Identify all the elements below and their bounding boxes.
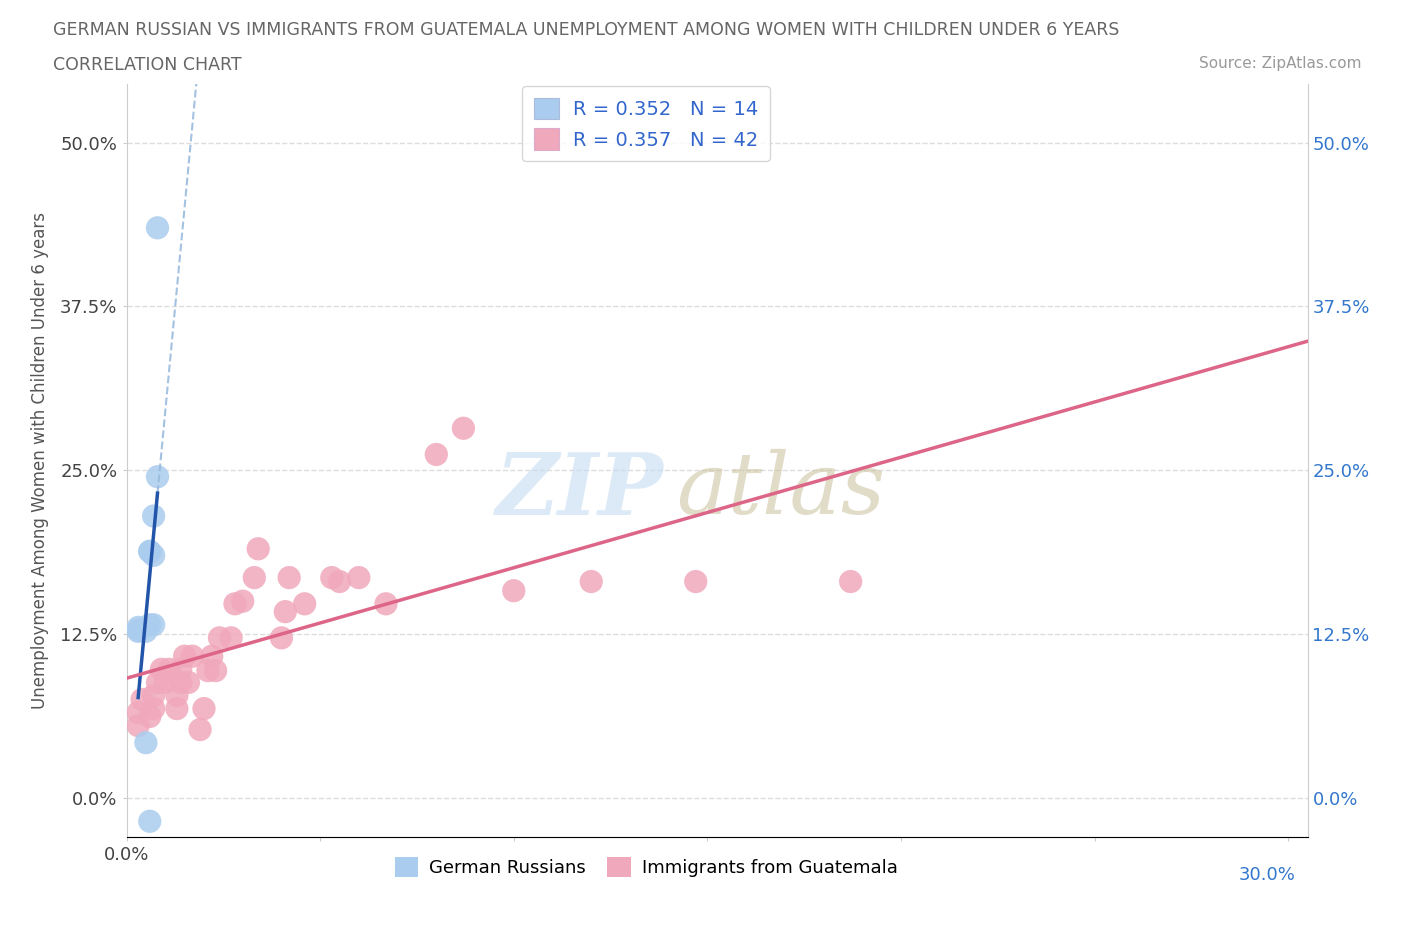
Point <box>135 624 157 639</box>
Point <box>173 649 195 664</box>
Point <box>181 649 204 664</box>
Point <box>127 620 149 635</box>
Point <box>139 709 162 724</box>
Point <box>204 663 226 678</box>
Point <box>127 622 149 637</box>
Point <box>139 618 162 632</box>
Point <box>142 688 165 703</box>
Point <box>146 220 169 235</box>
Point <box>127 705 149 720</box>
Point <box>177 675 200 690</box>
Point <box>502 583 524 598</box>
Point <box>127 718 149 733</box>
Point <box>170 675 193 690</box>
Point <box>193 701 215 716</box>
Point <box>328 574 350 589</box>
Point <box>155 675 177 690</box>
Point <box>274 604 297 619</box>
Point <box>142 618 165 632</box>
Point <box>127 624 149 639</box>
Point <box>139 814 162 829</box>
Point <box>243 570 266 585</box>
Point <box>157 662 180 677</box>
Point <box>321 570 343 585</box>
Text: atlas: atlas <box>676 449 884 532</box>
Point <box>131 692 153 707</box>
Point <box>224 596 246 611</box>
Text: Source: ZipAtlas.com: Source: ZipAtlas.com <box>1198 56 1361 71</box>
Point <box>139 544 162 559</box>
Point <box>166 701 188 716</box>
Text: GERMAN RUSSIAN VS IMMIGRANTS FROM GUATEMALA UNEMPLOYMENT AMONG WOMEN WITH CHILDR: GERMAN RUSSIAN VS IMMIGRANTS FROM GUATEM… <box>53 21 1119 39</box>
Point <box>170 662 193 677</box>
Point <box>247 541 270 556</box>
Point <box>146 675 169 690</box>
Point <box>219 631 242 645</box>
Point <box>150 662 173 677</box>
Point <box>425 447 447 462</box>
Point <box>142 509 165 524</box>
Point <box>270 631 292 645</box>
Text: CORRELATION CHART: CORRELATION CHART <box>53 56 242 73</box>
Point <box>166 688 188 703</box>
Point <box>232 593 254 608</box>
Y-axis label: Unemployment Among Women with Children Under 6 years: Unemployment Among Women with Children U… <box>31 212 49 709</box>
Point <box>208 631 231 645</box>
Point <box>188 722 211 737</box>
Legend: German Russians, Immigrants from Guatemala: German Russians, Immigrants from Guatema… <box>388 850 905 884</box>
Point <box>135 736 157 751</box>
Point <box>142 701 165 716</box>
Point <box>278 570 301 585</box>
Point <box>579 574 602 589</box>
Point <box>142 548 165 563</box>
Point <box>294 596 316 611</box>
Point <box>685 574 707 589</box>
Point <box>839 574 862 589</box>
Text: 30.0%: 30.0% <box>1239 866 1296 884</box>
Text: ZIP: ZIP <box>496 449 664 532</box>
Point <box>453 420 475 435</box>
Point <box>139 544 162 559</box>
Point <box>347 570 370 585</box>
Point <box>201 649 224 664</box>
Point <box>375 596 398 611</box>
Point <box>146 470 169 485</box>
Point <box>197 663 219 678</box>
